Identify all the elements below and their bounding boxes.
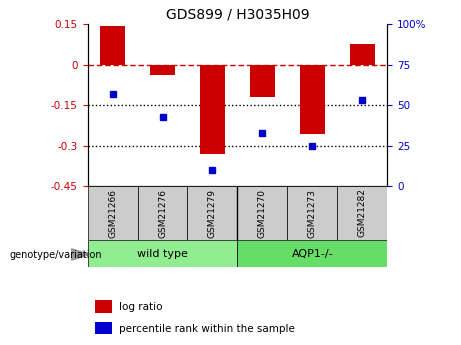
Bar	[287, 186, 337, 240]
Text: AQP1-/-: AQP1-/-	[291, 249, 333, 258]
Text: genotype/variation: genotype/variation	[9, 250, 102, 259]
Bar	[88, 240, 237, 267]
Text: wild type: wild type	[137, 249, 188, 258]
Bar	[337, 186, 387, 240]
Bar	[200, 65, 225, 154]
Bar	[188, 186, 237, 240]
Text: GSM21276: GSM21276	[158, 188, 167, 238]
Bar	[150, 65, 175, 76]
Text: GSM21266: GSM21266	[108, 188, 117, 238]
Title: GDS899 / H3035H09: GDS899 / H3035H09	[165, 8, 309, 22]
Text: GSM21270: GSM21270	[258, 188, 267, 238]
Text: GSM21279: GSM21279	[208, 188, 217, 238]
Bar	[137, 186, 188, 240]
Bar	[250, 65, 275, 97]
Bar	[300, 65, 325, 134]
Bar	[350, 45, 375, 65]
Bar	[237, 186, 287, 240]
Text: GSM21282: GSM21282	[358, 189, 367, 237]
Text: percentile rank within the sample: percentile rank within the sample	[118, 324, 295, 334]
Text: GSM21273: GSM21273	[308, 188, 317, 238]
Polygon shape	[71, 249, 90, 260]
Bar	[237, 240, 387, 267]
Bar	[100, 26, 125, 65]
Bar	[95, 322, 112, 334]
Text: log ratio: log ratio	[118, 302, 162, 312]
Bar	[88, 186, 137, 240]
Bar	[95, 300, 112, 313]
